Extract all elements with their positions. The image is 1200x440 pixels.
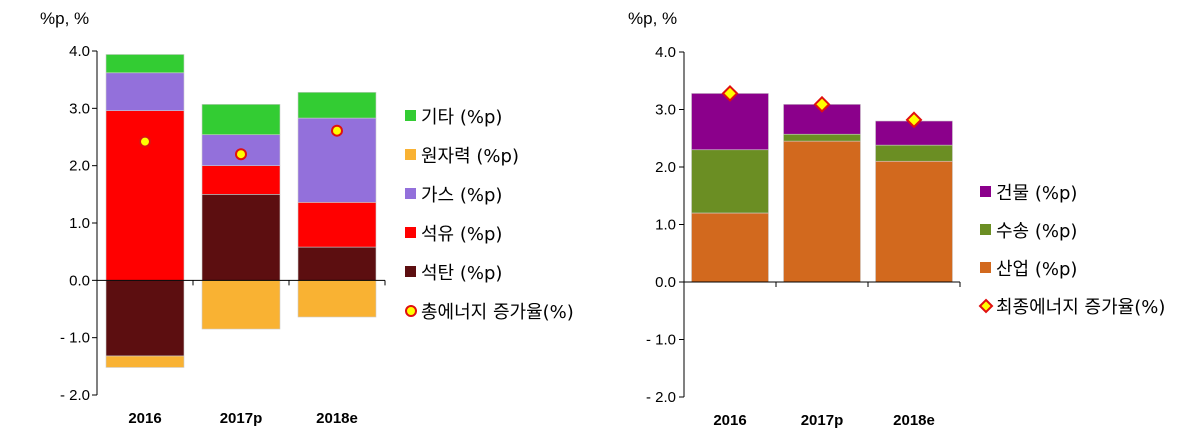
bar-segment [783, 140, 861, 283]
y-tick-label: 4.0 [69, 43, 90, 60]
y-tick-label: - 2.0 [646, 389, 676, 406]
y-tick-label: 1.0 [69, 215, 90, 232]
y-tick-label: 0.0 [655, 274, 676, 291]
bar-segment [875, 144, 953, 162]
bar-segment [201, 280, 281, 330]
growth-rate-marker [905, 111, 923, 129]
legend-swatch [980, 262, 991, 273]
x-tick-label: 2016 [713, 412, 746, 429]
bar-segment [297, 202, 377, 248]
bar-segment [297, 91, 377, 119]
legend-label: 산업 (%p) [996, 259, 1077, 280]
bar-segment [691, 149, 769, 214]
chart-panel-right: %p, % 4.0 3.0 2.0 1.0 0.0 - 1.0 - 2.0 2016 2017p 2… [628, 9, 1165, 429]
y-tick-label: 2.0 [655, 159, 676, 176]
y-tick-label: 1.0 [655, 217, 676, 234]
bar-segment [201, 104, 281, 136]
legend-marker [978, 298, 994, 314]
legend-swatch [405, 227, 416, 238]
y-tick-label: 3.0 [655, 102, 676, 119]
legend-label: 최종에너지 증가율(%) [996, 297, 1165, 318]
x-tick-label: 2017p [801, 412, 844, 429]
legend-swatch [980, 186, 991, 197]
bar-segment [783, 133, 861, 142]
growth-rate-marker [331, 124, 343, 137]
x-tick-label: 2017p [220, 410, 263, 427]
growth-rate-marker [813, 95, 831, 113]
legend-label: 건물 (%p) [996, 183, 1077, 204]
legend-label: 원자력 (%p) [421, 146, 519, 167]
legend-swatch [980, 224, 991, 235]
bar-segment [783, 104, 861, 135]
bar-segment [201, 165, 281, 195]
bar-segment [297, 280, 377, 318]
x-tick-label: 2018e [893, 412, 935, 429]
x-tick-label: 2016 [128, 410, 161, 427]
legend-label: 가스 (%p) [421, 185, 502, 206]
bar-segment [875, 160, 953, 283]
y-tick-label: 0.0 [69, 272, 90, 289]
y-tick-label: 2.0 [69, 158, 90, 175]
legend-label: 석유 (%p) [421, 224, 502, 245]
bar-segment [105, 355, 185, 368]
bar-segment [105, 280, 185, 357]
y-tick-label: - 2.0 [60, 387, 90, 404]
bar-segment [201, 194, 281, 281]
x-tick-label: 2018e [316, 410, 358, 427]
growth-rate-marker [139, 135, 151, 148]
y-tick-label: 4.0 [655, 44, 676, 61]
bar-segment [691, 93, 769, 151]
legend-label: 석탄 (%p) [421, 263, 502, 284]
chart-panel-left: %p, % 4.0 3.0 2.0 1.0 0.0 - 1.0 - 2.0 2016 2017p 2… [40, 9, 574, 427]
legend-swatch [405, 110, 416, 121]
bar-segment [297, 246, 377, 281]
growth-rate-marker [721, 84, 739, 102]
y-tick-label: 3.0 [69, 100, 90, 117]
y-tick-label: - 1.0 [646, 332, 676, 349]
y-axis-title: %p, % [628, 9, 677, 28]
bar-segment [105, 54, 185, 74]
legend-label: 총에너지 증가율(%) [421, 302, 574, 323]
bar-segment [105, 72, 185, 111]
growth-rate-marker [235, 148, 247, 161]
legend-label: 기타 (%p) [421, 107, 502, 128]
y-tick-label: - 1.0 [60, 330, 90, 347]
legend-swatch [405, 149, 416, 160]
legend-swatch [405, 188, 416, 199]
bar-segment [691, 212, 769, 283]
legend-marker [405, 305, 417, 317]
legend-swatch [405, 266, 416, 277]
y-axis-title: %p, % [40, 9, 89, 28]
legend-label: 수송 (%p) [996, 221, 1077, 242]
